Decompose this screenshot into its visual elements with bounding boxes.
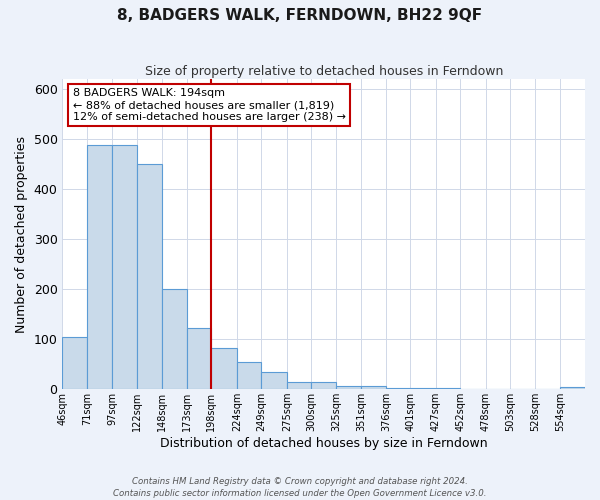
Title: Size of property relative to detached houses in Ferndown: Size of property relative to detached ho… [145, 65, 503, 78]
Bar [137, 164, 163, 389]
Bar [560, 386, 585, 389]
Bar [211, 348, 237, 389]
Bar [187, 328, 211, 389]
Text: Contains HM Land Registry data © Crown copyright and database right 2024.
Contai: Contains HM Land Registry data © Crown c… [113, 476, 487, 498]
Bar [262, 372, 287, 389]
X-axis label: Distribution of detached houses by size in Ferndown: Distribution of detached houses by size … [160, 437, 488, 450]
Bar [163, 289, 187, 389]
Text: 8 BADGERS WALK: 194sqm
← 88% of detached houses are smaller (1,819)
12% of semi-: 8 BADGERS WALK: 194sqm ← 88% of detached… [73, 88, 346, 122]
Y-axis label: Number of detached properties: Number of detached properties [15, 136, 28, 332]
Bar [62, 336, 87, 389]
Bar [87, 145, 112, 389]
Bar [311, 382, 336, 389]
Bar [361, 386, 386, 389]
Bar [112, 145, 137, 389]
Bar [410, 388, 436, 389]
Bar [237, 362, 262, 389]
Bar [287, 382, 311, 389]
Bar [436, 388, 460, 389]
Text: 8, BADGERS WALK, FERNDOWN, BH22 9QF: 8, BADGERS WALK, FERNDOWN, BH22 9QF [118, 8, 482, 22]
Bar [336, 386, 361, 389]
Bar [386, 388, 410, 389]
